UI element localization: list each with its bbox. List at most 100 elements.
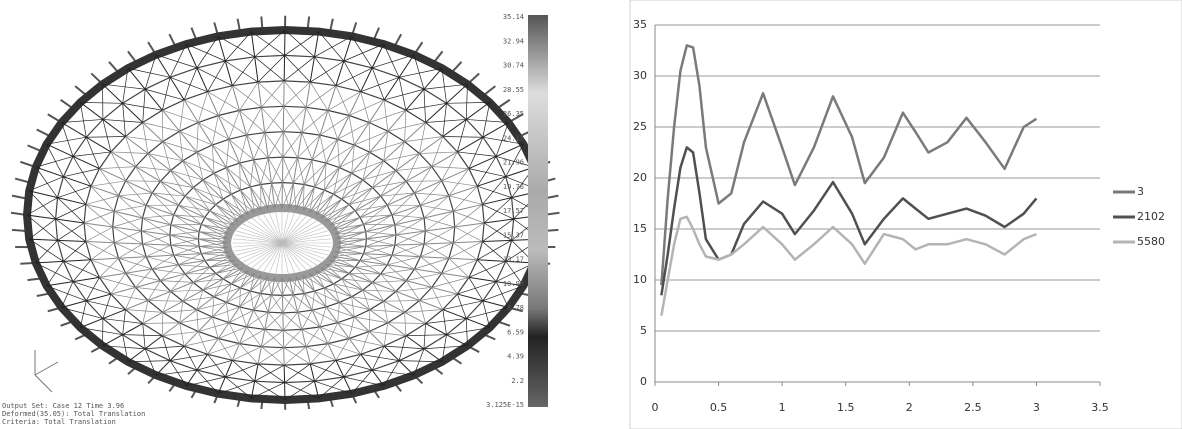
member (249, 291, 254, 311)
member (261, 80, 285, 108)
member (288, 277, 294, 296)
member (282, 295, 298, 313)
member (419, 136, 444, 154)
member (184, 260, 206, 275)
member (482, 241, 506, 262)
member (315, 193, 334, 216)
member (147, 153, 161, 182)
member (482, 122, 509, 138)
y-tick-label: 35 (633, 18, 647, 31)
member (431, 136, 444, 167)
member (351, 296, 384, 302)
member (302, 275, 325, 289)
member (453, 203, 483, 212)
member (196, 309, 199, 332)
member (303, 159, 313, 185)
member (302, 186, 316, 211)
member (423, 83, 468, 90)
spoke (281, 230, 328, 244)
member (394, 224, 426, 232)
member (496, 281, 524, 287)
member (110, 293, 149, 301)
member (394, 243, 425, 246)
member (240, 272, 255, 289)
member (320, 267, 350, 274)
member (46, 261, 64, 286)
member (61, 122, 87, 138)
member (125, 300, 149, 310)
member (335, 251, 364, 255)
member (283, 81, 311, 107)
member (368, 309, 371, 332)
member (99, 166, 136, 169)
member (72, 151, 111, 157)
member (336, 238, 367, 248)
member (90, 185, 115, 212)
member (178, 260, 205, 266)
member (125, 180, 147, 206)
member (135, 268, 153, 288)
member (292, 294, 299, 313)
member (419, 300, 426, 324)
member (144, 348, 157, 376)
member (250, 381, 256, 399)
member (477, 185, 512, 198)
member (179, 99, 185, 132)
member (127, 67, 146, 90)
member (359, 260, 381, 275)
member (363, 253, 388, 266)
member (466, 307, 509, 319)
member (118, 195, 143, 219)
member (359, 254, 393, 261)
member (348, 195, 381, 205)
member (173, 214, 205, 218)
member (282, 131, 298, 158)
member (465, 101, 490, 120)
member (360, 67, 373, 92)
member (270, 277, 276, 296)
colorbar-label: 4.39 (507, 353, 524, 361)
member (482, 300, 509, 308)
member (302, 275, 305, 294)
member (226, 302, 230, 323)
member (425, 102, 447, 123)
member (196, 67, 233, 87)
member (151, 192, 179, 206)
member (57, 222, 85, 241)
member (232, 85, 262, 108)
member (201, 251, 229, 255)
member (425, 226, 455, 232)
member (380, 273, 397, 292)
member (271, 182, 283, 209)
member (343, 376, 384, 387)
member (35, 262, 74, 282)
member (369, 309, 389, 324)
member (320, 198, 343, 219)
member (311, 309, 321, 328)
member (173, 253, 202, 256)
member (284, 380, 315, 401)
spoke (234, 242, 283, 252)
member (55, 218, 85, 224)
member (404, 110, 407, 142)
colorbar-label: 21.96 (503, 159, 524, 167)
member (147, 153, 183, 162)
member (477, 259, 506, 262)
member (85, 277, 100, 301)
member (142, 311, 164, 324)
member (387, 122, 426, 132)
member (423, 226, 455, 245)
member (102, 318, 143, 324)
member (313, 31, 320, 57)
member (354, 195, 381, 212)
member (368, 122, 371, 153)
member (228, 322, 240, 344)
member (246, 134, 269, 159)
member (179, 301, 184, 323)
member (329, 217, 361, 226)
member (211, 296, 215, 318)
member (311, 134, 321, 160)
member (505, 144, 524, 177)
x-tick-label: 0.5 (710, 401, 728, 414)
member (293, 294, 313, 311)
